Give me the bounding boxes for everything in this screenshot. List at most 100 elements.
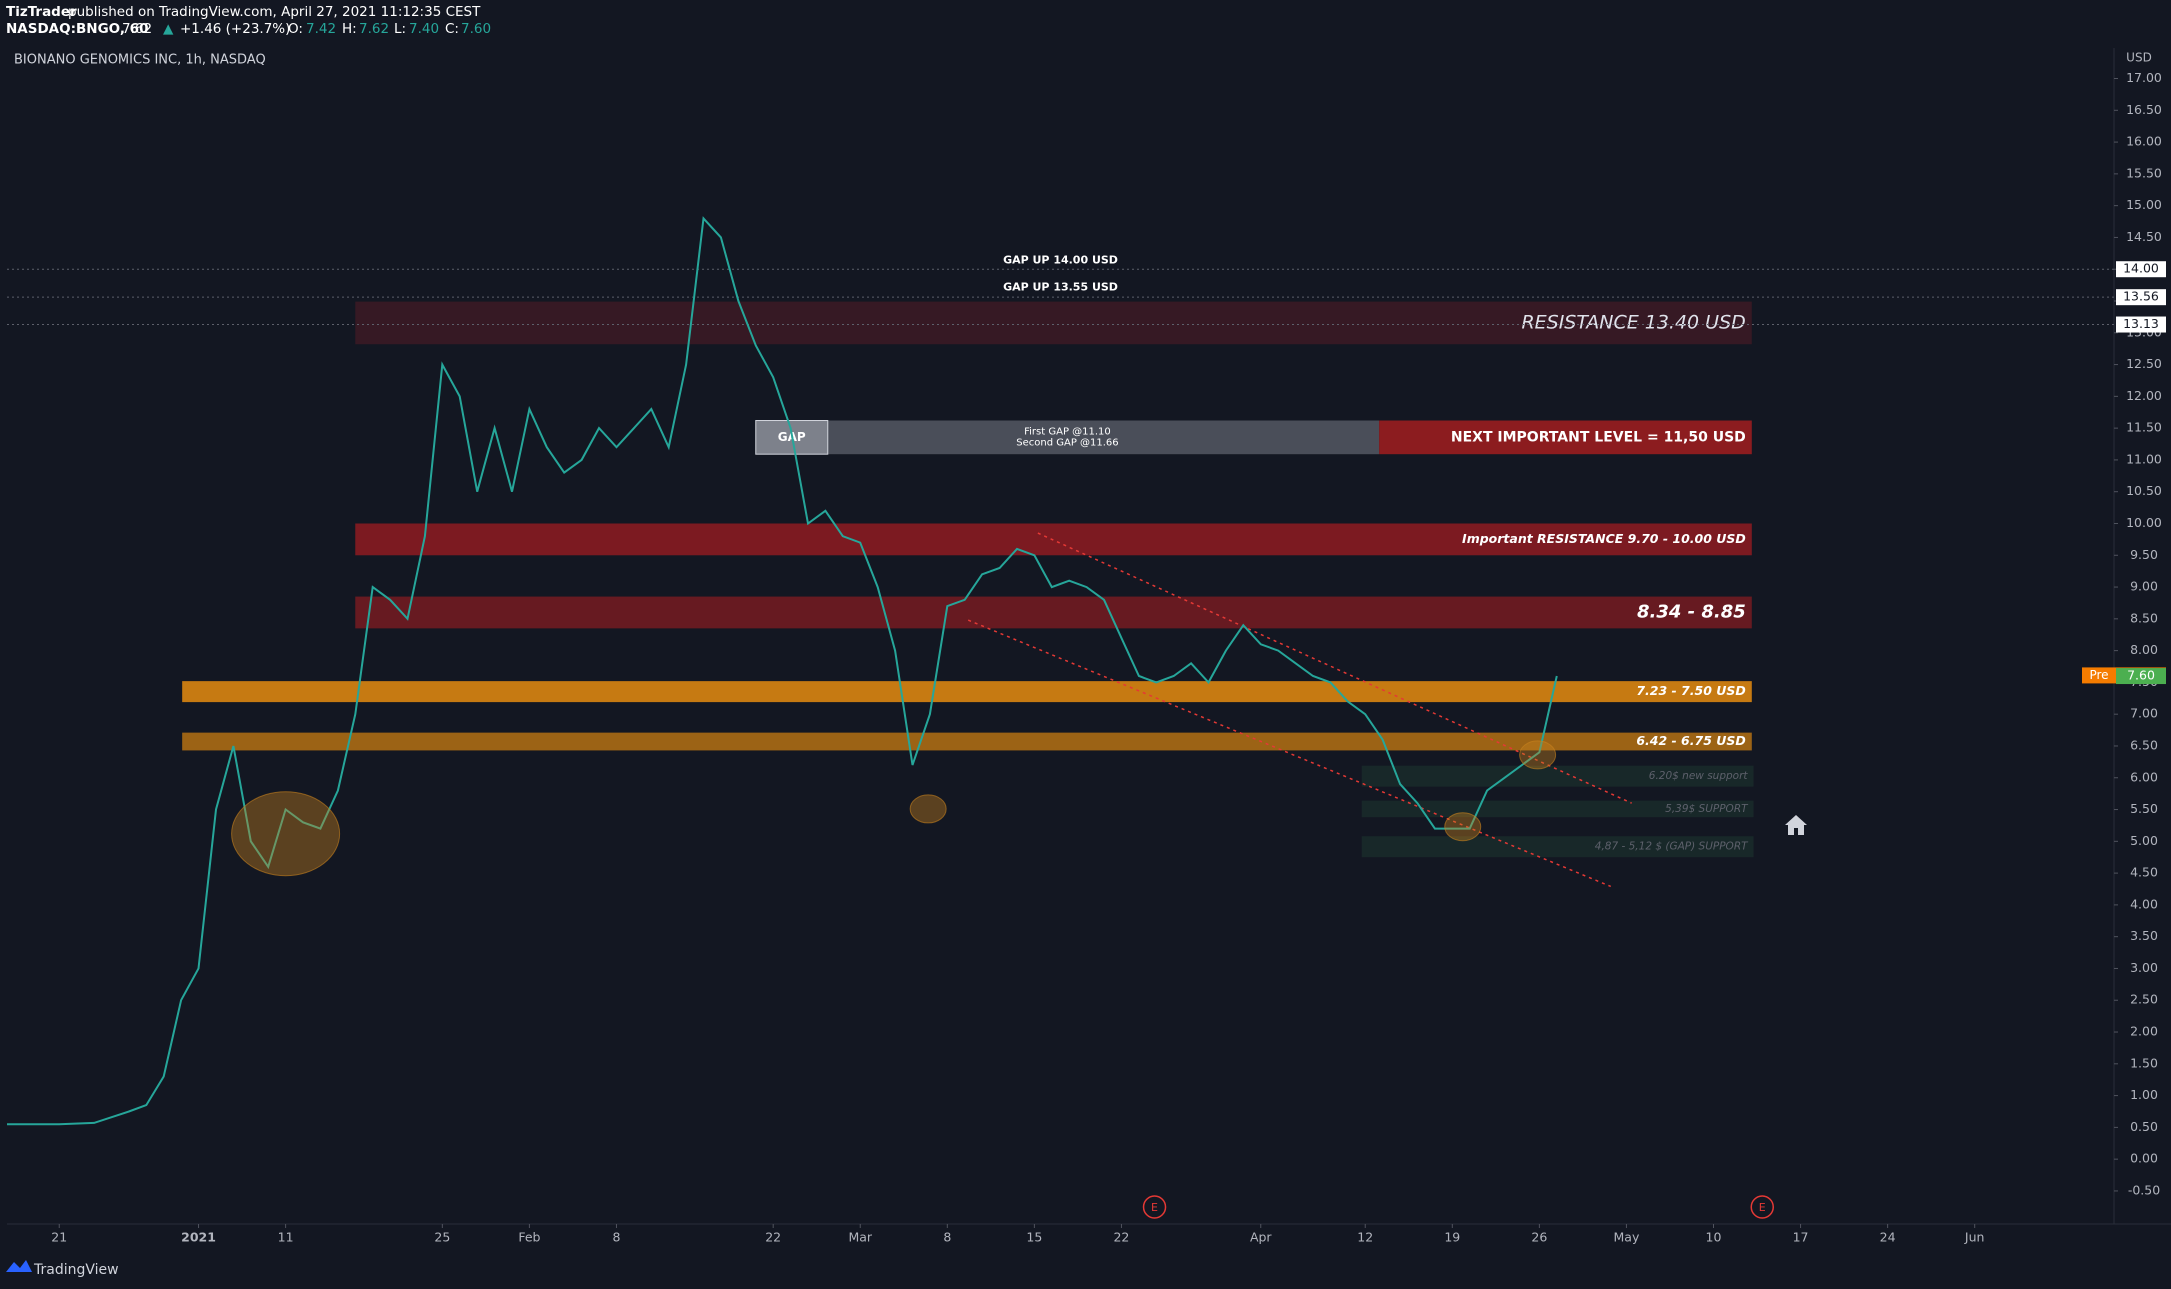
high: 7.62	[359, 21, 389, 37]
event-label: E	[1759, 1201, 1766, 1214]
y-tick-label: 3.00	[2130, 960, 2158, 975]
x-tick-label: 26	[1531, 1230, 1547, 1245]
y-tick-label: 3.50	[2130, 928, 2158, 943]
symbol: NASDAQ:BNGO, 60	[6, 21, 148, 37]
logo[interactable]	[6, 1260, 32, 1272]
y-tick-label: 12.50	[2126, 356, 2162, 371]
y-tick-label: 6.00	[2130, 769, 2158, 784]
brand: TradingView	[33, 1262, 119, 1278]
x-tick-label: 21	[51, 1230, 67, 1245]
y-unit: USD	[2126, 51, 2152, 65]
zone	[355, 301, 1752, 345]
zone-label: 8.34 - 8.85	[1637, 601, 1746, 622]
price-tag-label: 13.13	[2123, 316, 2159, 331]
y-tick-label: 0.00	[2130, 1151, 2158, 1166]
change-arrow: ▲	[163, 21, 174, 37]
zone-label: 5,39$ SUPPORT	[1665, 803, 1749, 815]
y-tick-label: 4.00	[2130, 896, 2158, 911]
home-shape	[1785, 815, 1807, 835]
highlight	[1519, 740, 1557, 770]
y-tick-label: 1.00	[2130, 1087, 2158, 1102]
x-tick-label: 8	[943, 1230, 951, 1245]
price-tag	[2116, 289, 2166, 306]
zone-label: NEXT IMPORTANT LEVEL = 11,50 USD	[1451, 429, 1746, 445]
y-tick-label: 0.50	[2130, 1119, 2158, 1134]
close: 7.60	[461, 21, 491, 37]
y-tick-label: 5.00	[2130, 833, 2158, 848]
x-tick-label: 12	[1357, 1230, 1373, 1245]
last: 7.62	[122, 21, 152, 37]
gap-note: First GAP @11.10	[1024, 426, 1111, 437]
y-tick-label: -0.50	[2128, 1182, 2160, 1197]
low: 7.40	[409, 21, 439, 37]
open: 7.42	[306, 21, 336, 37]
annotation: GAP UP 14.00 USD	[1003, 253, 1118, 266]
zone-label: 7.23 - 7.50 USD	[1636, 683, 1745, 698]
close-label: C:	[445, 21, 459, 37]
y-tick-label: 16.00	[2126, 134, 2162, 149]
x-tick-label: May	[1614, 1230, 1640, 1245]
chart-title: BIONANO GENOMICS INC, 1h, NASDAQ	[14, 53, 266, 68]
event-marker	[1142, 1195, 1167, 1219]
y-tick-label: 15.50	[2126, 165, 2162, 180]
published: published on TradingView.com, April 27, …	[68, 4, 481, 20]
zone	[355, 596, 1752, 629]
zone-label: RESISTANCE 13.40 USD	[1521, 311, 1745, 333]
x-tick-label: 19	[1444, 1230, 1460, 1245]
x-tick-label: 10	[1706, 1230, 1722, 1245]
highlight	[1444, 812, 1482, 842]
low-label: L:	[394, 21, 406, 37]
zone	[182, 732, 1752, 751]
y-tick-label: 10.50	[2126, 483, 2162, 498]
y-tick-label: 8.00	[2130, 642, 2158, 657]
zone	[1379, 420, 1752, 455]
x-tick-label: 8	[612, 1230, 620, 1245]
price-tag	[2116, 261, 2166, 278]
y-tick-label: 15.00	[2126, 197, 2162, 212]
zone-label: 6.42 - 6.75 USD	[1636, 733, 1745, 748]
y-tick-label: 12.00	[2126, 388, 2162, 403]
open-label: O:	[288, 21, 303, 37]
highlight	[909, 794, 947, 824]
y-tick-label: 6.50	[2130, 737, 2158, 752]
zone	[755, 420, 1380, 455]
x-tick-label: 2021	[181, 1230, 216, 1245]
price-tag-label: 7.60	[2127, 668, 2155, 683]
y-tick-label: 17.00	[2126, 70, 2162, 85]
y-tick-label: 14.50	[2126, 229, 2162, 244]
x-tick-label: Mar	[848, 1230, 872, 1245]
zone	[1361, 765, 1754, 787]
price-tag-label: 14.00	[2123, 261, 2159, 276]
annotation: GAP UP 13.55 USD	[1003, 281, 1118, 294]
highlight	[231, 791, 341, 877]
y-tick-label: 5.50	[2130, 801, 2158, 816]
x-tick-label: 24	[1880, 1230, 1896, 1245]
y-tick-label: 1.50	[2130, 1055, 2158, 1070]
price-tag-prefix-label: Pre	[2089, 668, 2108, 682]
event-marker	[1750, 1195, 1775, 1219]
zone	[182, 681, 1752, 703]
zone-label: 6.20$ new support	[1649, 770, 1749, 782]
y-tick-label: 16.50	[2126, 102, 2162, 117]
x-tick-label: 11	[278, 1230, 294, 1245]
y-tick-label: 7.00	[2130, 706, 2158, 721]
price-tag	[2116, 316, 2166, 333]
price-line-series	[7, 216, 1558, 1126]
y-tick-label: 9.50	[2130, 547, 2158, 562]
high-label: H:	[342, 21, 357, 37]
x-tick-label: 17	[1793, 1230, 1809, 1245]
price-tag-prefix	[2082, 667, 2116, 684]
y-tick-label: 4.50	[2130, 865, 2158, 880]
x-tick-label: 22	[1113, 1230, 1129, 1245]
zone	[1361, 836, 1754, 858]
y-tick-label: 10.00	[2126, 515, 2162, 530]
y-tick-label: 11.00	[2126, 451, 2162, 466]
x-tick-label: Jun	[1964, 1230, 1985, 1245]
home-icon[interactable]	[1785, 815, 1807, 835]
x-tick-label: 25	[434, 1230, 450, 1245]
gap-note: Second GAP @11.66	[1016, 437, 1118, 448]
publisher: TizTrader	[6, 4, 77, 20]
